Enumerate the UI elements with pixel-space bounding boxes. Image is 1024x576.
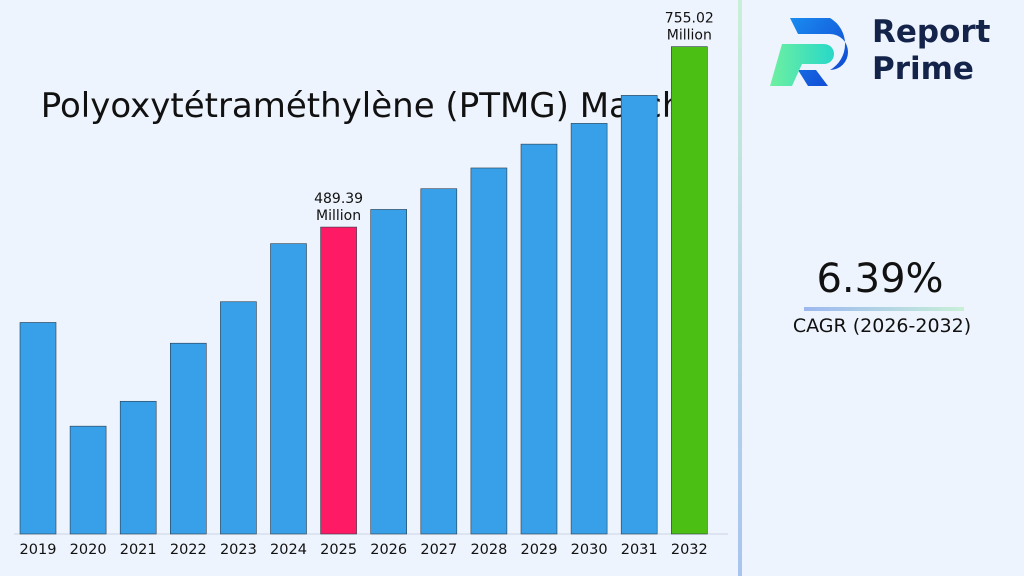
chart-title: Polyoxytétraméthylène (PTMG) Marché [40, 86, 705, 126]
cagr-label: CAGR (2026-2032) [792, 315, 972, 337]
x-tick-label-2025: 2025 [320, 542, 357, 558]
x-tick-label-2028: 2028 [470, 542, 507, 558]
data-label-value-2025: 489.39 [314, 191, 363, 207]
x-tick-label-2022: 2022 [170, 542, 207, 558]
data-label-unit-2025: Million [316, 208, 361, 224]
x-tick-label-2027: 2027 [420, 542, 457, 558]
x-tick-label-2029: 2029 [521, 542, 558, 558]
bar-2021 [119, 400, 157, 535]
x-tick-label-2024: 2024 [270, 542, 307, 558]
x-tick-label-2031: 2031 [621, 542, 658, 558]
bar-2022 [170, 342, 207, 535]
x-tick-label-2026: 2026 [370, 542, 407, 558]
side-panel: Report Prime 6.39% CAGR (2026-2032) [742, 0, 1024, 576]
x-tick-label-2030: 2030 [571, 542, 608, 558]
bar-2028 [470, 167, 508, 535]
data-label-unit-2032: Million [667, 28, 712, 44]
cagr-underline [804, 307, 964, 311]
report-prime-logo-icon [770, 18, 848, 86]
brand-line-1: Report [872, 14, 991, 50]
x-tick-label-2019: 2019 [20, 542, 57, 558]
bar-2026 [370, 209, 408, 535]
bar-2020 [69, 425, 107, 535]
x-tick-label-2032: 2032 [671, 542, 708, 558]
panel-divider [738, 0, 742, 576]
bar-2023 [220, 301, 257, 535]
bar-2031 [620, 95, 658, 535]
x-tick-label-2020: 2020 [70, 542, 107, 558]
chart-panel: Polyoxytétraméthylène (PTMG) Marché 2019… [14, 11, 728, 558]
bar-2027 [420, 188, 458, 535]
brand-name: Report Prime [872, 14, 991, 88]
bar-2032 [670, 46, 708, 535]
bar-chart: 2019 2020 2021 2022 2023 2024 2025 2026 2027 2028… [14, 11, 728, 558]
data-label-value-2032: 755.02 [665, 11, 714, 27]
x-tick-label-2021: 2021 [120, 542, 157, 558]
x-tick-label-2023: 2023 [220, 542, 257, 558]
brand-line-2: Prime [872, 51, 974, 87]
bar-2019 [19, 322, 57, 535]
cagr-value: 6.39% [816, 256, 944, 302]
bar-2025 [320, 226, 357, 535]
bar-2029 [520, 143, 558, 535]
bar-2024 [270, 243, 307, 535]
bar-2030 [570, 123, 608, 535]
